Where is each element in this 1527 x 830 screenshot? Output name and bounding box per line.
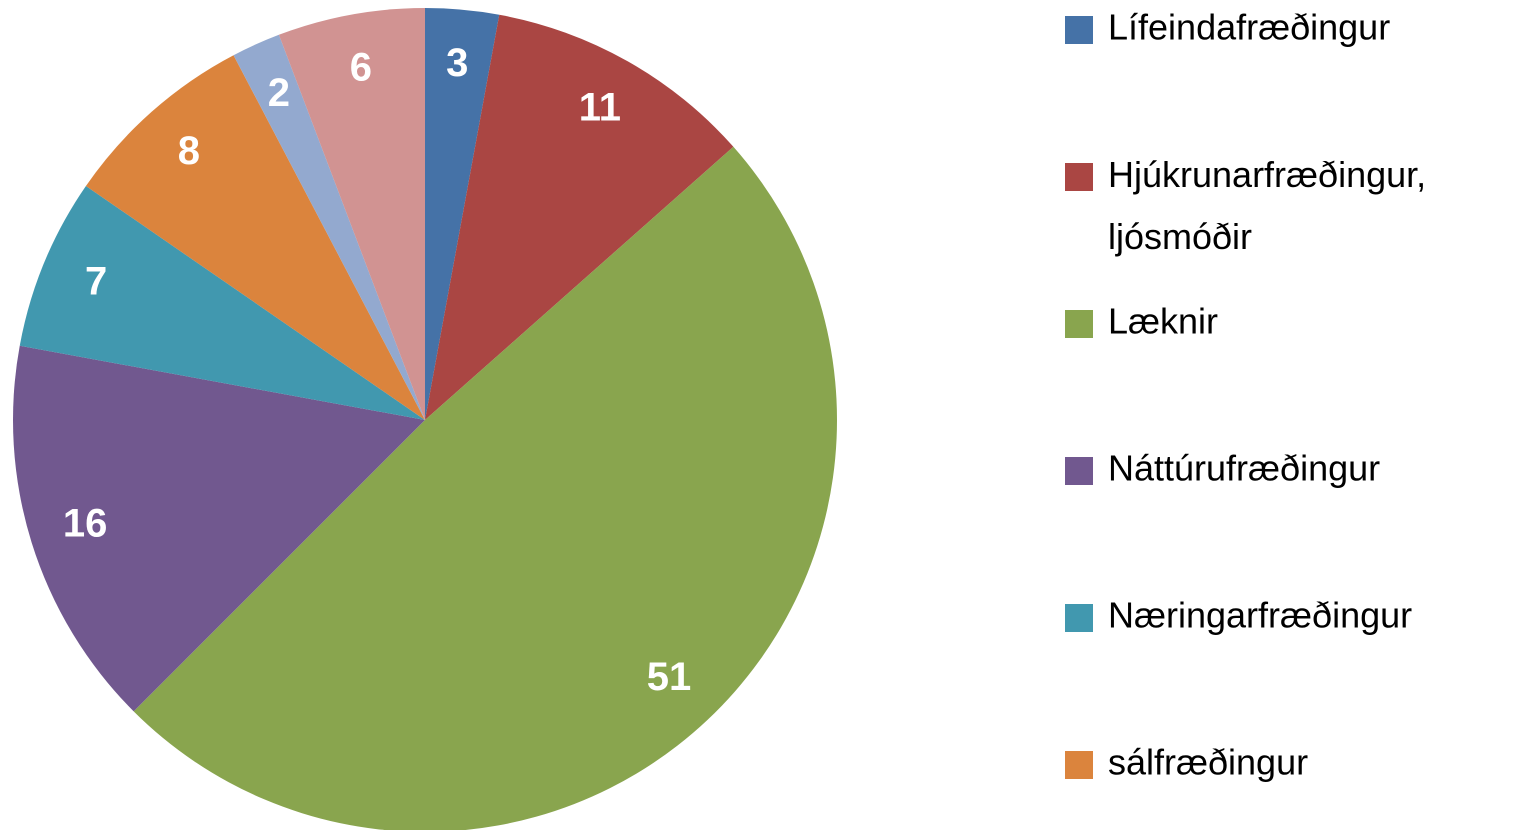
legend-label: Náttúrufræðingur: [1108, 448, 1380, 489]
legend-swatch: [1065, 751, 1093, 779]
pie-slice: [133, 146, 837, 830]
data-label: 51: [647, 655, 692, 699]
pie-slice: [425, 8, 500, 420]
legend-label: Næringarfræðingur: [1108, 595, 1412, 636]
pie-slice: [425, 14, 734, 421]
legend-label: Hjúkrunarfræðingur, ljósmóðir: [1108, 154, 1426, 257]
pie-slice: [85, 55, 425, 421]
data-label: 8: [178, 129, 200, 173]
legend-line: ljósmóðir: [1108, 216, 1252, 257]
legend-swatch: [1065, 310, 1093, 338]
legend-swatch: [1065, 16, 1093, 44]
pie-slice: [19, 185, 426, 420]
legend-swatch: [1065, 604, 1093, 632]
pie-slice: [233, 34, 425, 420]
data-label: 2: [268, 71, 290, 115]
legend-label: Lífeindafræðingur: [1108, 7, 1390, 48]
data-label: 3: [446, 41, 468, 85]
legend-swatch: [1065, 163, 1093, 191]
legend-swatch: [1065, 457, 1093, 485]
pie-slice: [13, 345, 425, 712]
data-label: 7: [85, 259, 107, 303]
data-label: 6: [350, 45, 372, 89]
data-label: 16: [63, 501, 108, 545]
legend-label: sálfræðingur: [1108, 742, 1308, 783]
pie-slice: [278, 8, 425, 420]
legend-line: Hjúkrunarfræðingur,: [1108, 154, 1426, 195]
data-label: 11: [579, 85, 621, 129]
legend-label: Læknir: [1108, 301, 1218, 342]
